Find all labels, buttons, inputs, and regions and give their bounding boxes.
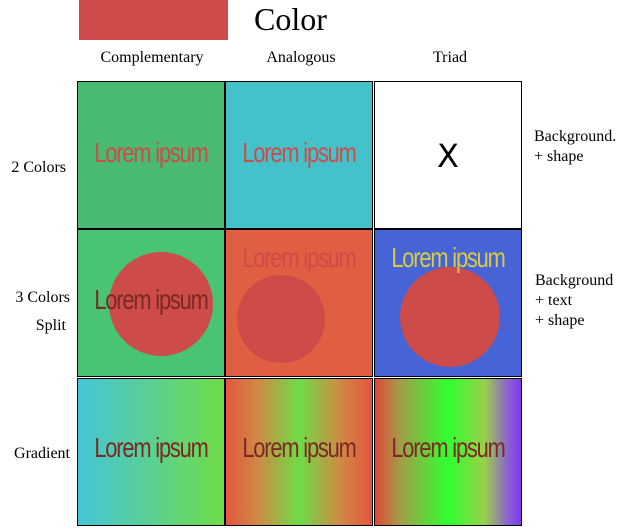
row-label-3-colors: 3 Colors <box>15 289 70 306</box>
sample-text: Lorem ipsum <box>391 242 506 273</box>
sample-text: Lorem ipsum <box>391 432 506 463</box>
color-swatch <box>79 0 228 40</box>
side-note-row2: Background + text + shape <box>535 271 613 331</box>
red-circle-shape <box>109 252 213 356</box>
column-header-analogous: Analogous <box>266 49 336 66</box>
x-mark: X <box>437 137 459 175</box>
sample-text: Lorem ipsum <box>242 242 357 273</box>
red-circle-shape <box>400 267 500 367</box>
cell-3colors-complementary: Lorem ipsum <box>77 229 225 377</box>
cell-3colors-analogous: Lorem ipsum <box>225 229 373 377</box>
column-header-complementary: Complementary <box>100 49 204 66</box>
row-label-gradient: Gradient <box>14 445 70 462</box>
column-header-triad: Triad <box>432 49 468 66</box>
sample-text: Lorem ipsum <box>242 137 357 168</box>
side-note-line: Background. <box>534 128 617 145</box>
sample-text: Lorem ipsum <box>94 432 209 463</box>
red-circle-shape <box>237 275 325 363</box>
side-note-line: + shape <box>535 312 585 329</box>
row-label-split: Split <box>35 317 66 334</box>
row-label-2-colors: 2 Colors <box>11 159 66 176</box>
sample-text: Lorem ipsum <box>94 284 209 315</box>
cell-gradient-triad: Lorem ipsum <box>374 378 522 526</box>
side-note-row1: Background. + shape <box>534 127 616 167</box>
side-note-line: Background <box>535 272 614 289</box>
side-note-line: + shape <box>534 148 584 165</box>
cell-2colors-analogous: Lorem ipsum <box>225 81 373 229</box>
cell-2colors-complementary: Lorem ipsum <box>77 81 225 229</box>
cell-gradient-analogous: Lorem ipsum <box>225 378 373 526</box>
page-title: Color <box>254 1 327 37</box>
sample-text: Lorem ipsum <box>242 432 357 463</box>
side-note-line: + text <box>535 292 573 309</box>
cell-2colors-triad: X <box>374 81 522 229</box>
cell-gradient-complementary: Lorem ipsum <box>77 378 225 526</box>
sample-text: Lorem ipsum <box>94 137 209 168</box>
cell-3colors-triad: Lorem ipsum <box>374 229 522 377</box>
